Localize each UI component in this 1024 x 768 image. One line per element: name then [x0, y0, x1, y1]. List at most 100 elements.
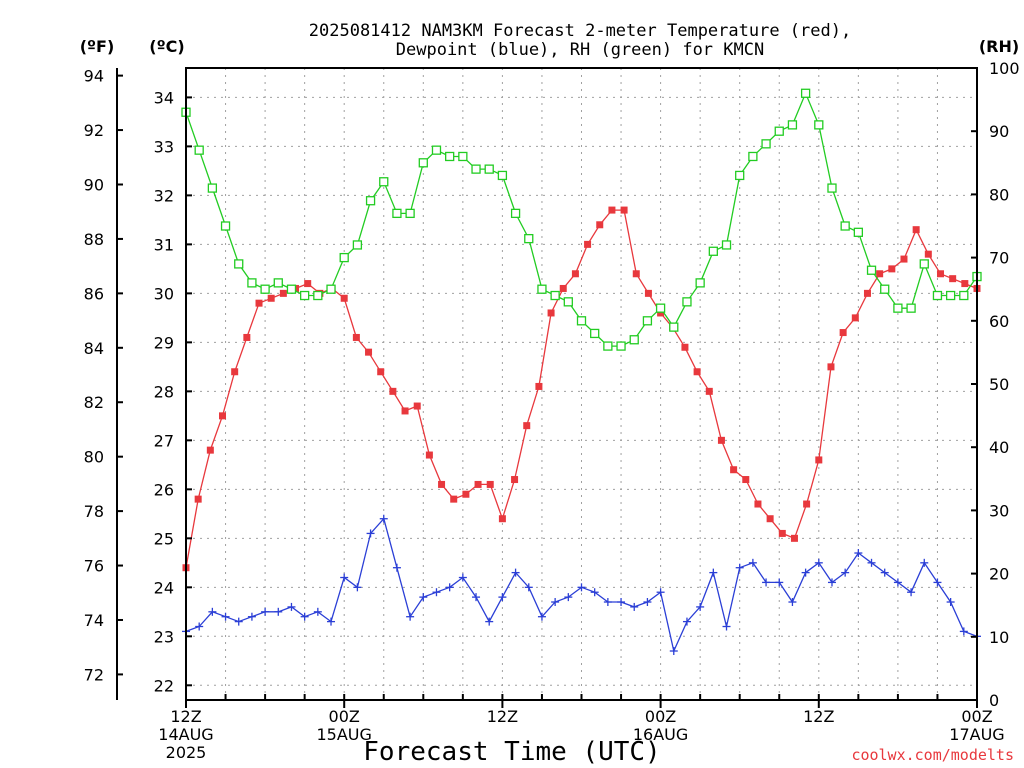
chart-subtitle: Dewpoint (blue), RH (green) for KMCN	[396, 40, 764, 60]
dewpoint-point	[775, 578, 784, 587]
celsius-tick-label: 34	[154, 88, 174, 107]
temperature-point	[498, 515, 506, 523]
dewpoint-point	[274, 607, 283, 616]
temperature-point	[961, 280, 969, 288]
dewpoint-point	[537, 612, 546, 621]
dewpoint-point	[867, 558, 876, 567]
dewpoint-point	[458, 573, 467, 582]
celsius-tick-label: 22	[154, 676, 174, 695]
dewpoint-point	[327, 617, 336, 626]
dewpoint-point	[379, 514, 388, 523]
dewpoint-point	[247, 612, 256, 621]
x-tick-label: 15AUG	[316, 725, 371, 744]
rh-tick-label: 60	[989, 312, 1009, 331]
rh-point	[352, 240, 363, 250]
temperature-point	[742, 476, 750, 484]
temperature-point	[657, 309, 665, 317]
rh-point	[234, 259, 244, 269]
rh-point	[405, 208, 415, 219]
temperature-point	[888, 265, 896, 273]
x-tick-label: 12Z	[170, 707, 201, 726]
rh-point	[603, 341, 613, 351]
temperature-point	[717, 436, 725, 444]
dewpoint-point	[682, 617, 691, 626]
celsius-tick-label: 23	[154, 627, 174, 646]
rh-tick-label: 70	[989, 249, 1009, 268]
rh-point	[814, 120, 824, 130]
celsius-tick-label: 31	[154, 235, 174, 254]
temperature-point	[815, 456, 823, 464]
rh-point	[748, 151, 758, 162]
temperature-point	[608, 206, 616, 214]
x-tick-label: 14AUG	[158, 725, 213, 744]
temperature-point	[803, 500, 811, 508]
rh-tick-label: 20	[989, 565, 1009, 584]
temperature-point	[438, 480, 446, 488]
y-axis-rh-label: (RH)	[979, 37, 1019, 56]
rh-point	[286, 284, 297, 294]
rh-point	[392, 208, 402, 219]
celsius-tick-label: 24	[154, 578, 174, 597]
dewpoint-point	[485, 617, 494, 626]
rh-point	[220, 221, 231, 231]
temperature-point	[535, 382, 543, 390]
dewpoint-point	[656, 588, 665, 597]
dewpoint-point	[524, 583, 533, 592]
rh-point	[458, 151, 468, 162]
temperature-point	[924, 250, 932, 258]
temperature-point	[401, 407, 409, 415]
chart-title: 2025081412 NAM3KM Forecast 2-meter Tempe…	[309, 21, 851, 41]
dewpoint-point	[933, 578, 942, 587]
rh-point	[326, 284, 336, 294]
fahrenheit-tick-label: 84	[84, 339, 104, 358]
rh-point	[787, 120, 798, 130]
labels: 2025081412 NAM3KM Forecast 2-meter Tempe…	[80, 21, 1020, 767]
dewpoint-point	[472, 593, 481, 602]
dewpoint-point	[261, 607, 270, 616]
celsius-tick-label: 26	[154, 480, 174, 499]
fahrenheit-tick-label: 80	[84, 448, 104, 467]
dewpoint-point	[313, 607, 322, 616]
dewpoint-point	[287, 602, 296, 611]
dewpoint-point	[366, 529, 375, 538]
temperature-point	[632, 270, 640, 278]
dewpoint-point	[748, 558, 757, 567]
rh-tick-label: 80	[989, 185, 1009, 204]
dewpoint-point	[814, 558, 823, 567]
x-tick-label: 00Z	[329, 707, 360, 726]
dewpoint-point	[696, 602, 705, 611]
dewpoint-point	[709, 568, 718, 577]
temperature-point	[693, 368, 701, 376]
x-tick-label: 00Z	[961, 707, 992, 726]
rh-point	[207, 183, 218, 193]
temperature-point	[790, 534, 798, 542]
rh-point	[682, 297, 692, 307]
rh-point	[761, 139, 771, 149]
dewpoint-point	[221, 612, 230, 621]
dewpoint-point	[946, 598, 955, 607]
fahrenheit-tick-label: 74	[84, 611, 104, 630]
rh-point	[537, 284, 547, 294]
temperature-point	[255, 299, 263, 307]
x-tick-label: 12Z	[487, 707, 518, 726]
dewpoint-point	[801, 568, 810, 577]
dewpoint-point	[406, 612, 415, 621]
dewpoint-point	[300, 612, 309, 621]
temperature-point	[681, 343, 689, 351]
fahrenheit-tick-label: 88	[84, 230, 104, 249]
temperature-point	[949, 275, 957, 283]
celsius-tick-label: 25	[154, 529, 174, 548]
rh-point	[708, 246, 718, 256]
temperature-point	[936, 270, 944, 278]
rh-point	[616, 341, 626, 351]
dewpoint-point	[551, 598, 560, 607]
temperature-point	[267, 294, 275, 302]
rh-point	[484, 164, 494, 174]
celsius-tick-label: 29	[154, 333, 174, 352]
temperature-point	[596, 221, 604, 229]
dewpoint-point	[722, 622, 731, 631]
temperature-point	[754, 500, 762, 508]
source-watermark: coolwx.com/modelts	[851, 746, 1014, 764]
dewpoint-point	[577, 583, 586, 592]
celsius-tick-label: 27	[154, 431, 174, 450]
